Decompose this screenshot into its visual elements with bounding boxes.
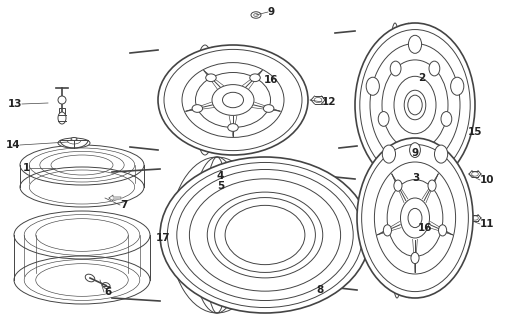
Ellipse shape (207, 192, 323, 278)
Ellipse shape (205, 74, 216, 82)
FancyBboxPatch shape (59, 108, 65, 114)
Text: 1: 1 (23, 163, 30, 173)
Text: 4: 4 (217, 171, 224, 181)
Ellipse shape (263, 105, 274, 112)
Text: 9: 9 (268, 7, 275, 17)
Ellipse shape (366, 77, 379, 95)
Ellipse shape (390, 61, 401, 76)
Ellipse shape (394, 180, 402, 191)
Ellipse shape (162, 195, 271, 276)
Ellipse shape (411, 252, 419, 264)
Ellipse shape (408, 208, 422, 228)
Ellipse shape (58, 96, 66, 104)
Text: 5: 5 (217, 181, 224, 191)
Ellipse shape (355, 23, 475, 187)
Ellipse shape (160, 157, 370, 313)
Ellipse shape (383, 225, 391, 236)
Ellipse shape (58, 138, 90, 148)
Ellipse shape (357, 138, 473, 298)
Text: 12: 12 (322, 97, 337, 107)
Ellipse shape (192, 105, 203, 112)
Text: 14: 14 (5, 140, 20, 150)
Ellipse shape (408, 95, 422, 115)
Text: 17: 17 (156, 233, 170, 243)
Text: 10: 10 (480, 175, 494, 185)
Text: 2: 2 (418, 73, 425, 83)
Text: 13: 13 (7, 99, 22, 109)
Ellipse shape (250, 74, 260, 82)
Ellipse shape (228, 124, 238, 131)
Ellipse shape (71, 138, 77, 140)
Polygon shape (109, 195, 121, 201)
Text: 15: 15 (468, 127, 483, 137)
Text: 8: 8 (316, 285, 323, 295)
Text: 11: 11 (480, 219, 494, 229)
Ellipse shape (441, 112, 452, 126)
Ellipse shape (408, 35, 422, 53)
Ellipse shape (434, 145, 448, 163)
Ellipse shape (409, 143, 421, 157)
Ellipse shape (428, 180, 436, 191)
Ellipse shape (378, 112, 389, 126)
Text: 3: 3 (412, 173, 419, 183)
Text: 9: 9 (411, 148, 418, 158)
Ellipse shape (382, 145, 396, 163)
Ellipse shape (158, 45, 308, 155)
Ellipse shape (451, 77, 464, 95)
Ellipse shape (58, 112, 66, 124)
Text: 16: 16 (263, 75, 278, 85)
Ellipse shape (429, 61, 440, 76)
Text: 16: 16 (417, 223, 432, 233)
Ellipse shape (439, 225, 447, 236)
Text: 6: 6 (104, 287, 112, 297)
Text: 7: 7 (120, 200, 127, 210)
Ellipse shape (222, 92, 244, 108)
